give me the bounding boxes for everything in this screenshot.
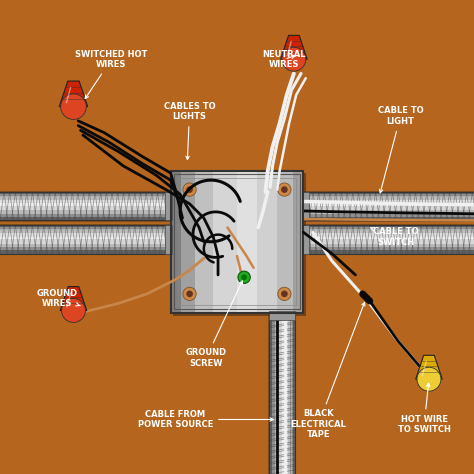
Bar <box>165 192 172 220</box>
Bar <box>0 214 171 217</box>
Bar <box>302 225 309 254</box>
Bar <box>303 197 474 200</box>
Text: SWITCHED HOT
WIRES: SWITCHED HOT WIRES <box>75 50 147 99</box>
Circle shape <box>183 183 196 196</box>
Bar <box>181 171 194 313</box>
Bar <box>303 200 474 203</box>
Bar <box>174 174 300 309</box>
Bar <box>0 217 171 220</box>
Bar <box>303 233 474 237</box>
Polygon shape <box>281 36 307 59</box>
Bar <box>303 191 474 222</box>
Circle shape <box>282 47 306 71</box>
Bar <box>303 194 474 197</box>
Text: NEUTRAL
WIRES: NEUTRAL WIRES <box>263 50 306 69</box>
Circle shape <box>278 287 291 301</box>
Circle shape <box>278 183 291 196</box>
Polygon shape <box>59 81 88 107</box>
Bar <box>0 225 171 228</box>
Bar <box>165 225 172 254</box>
Bar <box>293 171 303 313</box>
Bar <box>303 239 474 244</box>
Bar <box>0 200 171 203</box>
Bar <box>302 192 309 220</box>
Circle shape <box>62 299 85 322</box>
Bar <box>303 250 474 254</box>
Bar <box>303 203 474 206</box>
Bar <box>291 313 293 474</box>
Bar <box>0 247 171 250</box>
Bar <box>277 171 293 313</box>
Bar <box>303 244 474 247</box>
Bar <box>171 171 303 313</box>
Circle shape <box>281 291 288 297</box>
Circle shape <box>183 287 196 301</box>
Bar <box>267 313 296 474</box>
Text: BLACK
ELECTRICAL
TAPE: BLACK ELECTRICAL TAPE <box>291 302 365 439</box>
Circle shape <box>238 271 250 283</box>
Bar <box>303 225 474 228</box>
Bar <box>275 313 278 474</box>
Bar <box>0 230 171 233</box>
Circle shape <box>186 186 193 193</box>
Bar <box>0 210 171 214</box>
Bar <box>0 224 171 255</box>
Bar <box>0 237 171 239</box>
Polygon shape <box>416 356 442 379</box>
Bar <box>303 192 474 194</box>
Bar <box>257 171 277 313</box>
Circle shape <box>241 274 247 280</box>
Text: GROUND
WIRES: GROUND WIRES <box>36 289 80 308</box>
Circle shape <box>61 94 86 119</box>
Text: CABLE FROM
POWER SOURCE: CABLE FROM POWER SOURCE <box>137 410 273 429</box>
Bar <box>0 239 171 244</box>
Text: CABLE TO
LIGHT: CABLE TO LIGHT <box>378 107 423 193</box>
Bar <box>303 206 474 210</box>
Bar <box>0 192 171 194</box>
Bar <box>288 313 291 474</box>
Bar <box>272 313 275 474</box>
Bar <box>303 247 474 250</box>
Bar <box>303 230 474 233</box>
Bar <box>278 313 282 474</box>
Bar <box>303 217 474 220</box>
Bar <box>194 171 213 313</box>
Circle shape <box>417 367 441 391</box>
Bar <box>213 171 237 313</box>
Bar <box>303 224 474 255</box>
Bar <box>0 203 171 206</box>
Circle shape <box>186 291 193 297</box>
Circle shape <box>281 186 288 193</box>
Bar <box>237 171 257 313</box>
Bar <box>269 313 272 474</box>
Bar <box>0 197 171 200</box>
Text: HOT WIRE
TO SWITCH: HOT WIRE TO SWITCH <box>398 383 451 434</box>
Bar <box>269 311 295 320</box>
Bar <box>0 250 171 254</box>
Bar <box>0 228 171 230</box>
Bar <box>0 233 171 237</box>
Polygon shape <box>60 287 87 310</box>
Bar <box>284 313 288 474</box>
Text: GROUND
SCREW: GROUND SCREW <box>186 281 243 367</box>
Bar <box>178 178 296 305</box>
Bar <box>0 206 171 210</box>
Text: CABLE TO
SWITCH: CABLE TO SWITCH <box>370 228 419 246</box>
Bar <box>303 210 474 214</box>
Bar <box>173 173 306 316</box>
Bar <box>0 194 171 197</box>
Bar <box>171 171 181 313</box>
Bar <box>303 237 474 239</box>
Bar <box>303 228 474 230</box>
Bar <box>303 214 474 217</box>
Text: CABLES TO
LIGHTS: CABLES TO LIGHTS <box>164 102 215 160</box>
Bar <box>282 313 284 474</box>
Bar <box>0 191 171 222</box>
Bar <box>293 313 295 474</box>
Bar <box>0 244 171 247</box>
